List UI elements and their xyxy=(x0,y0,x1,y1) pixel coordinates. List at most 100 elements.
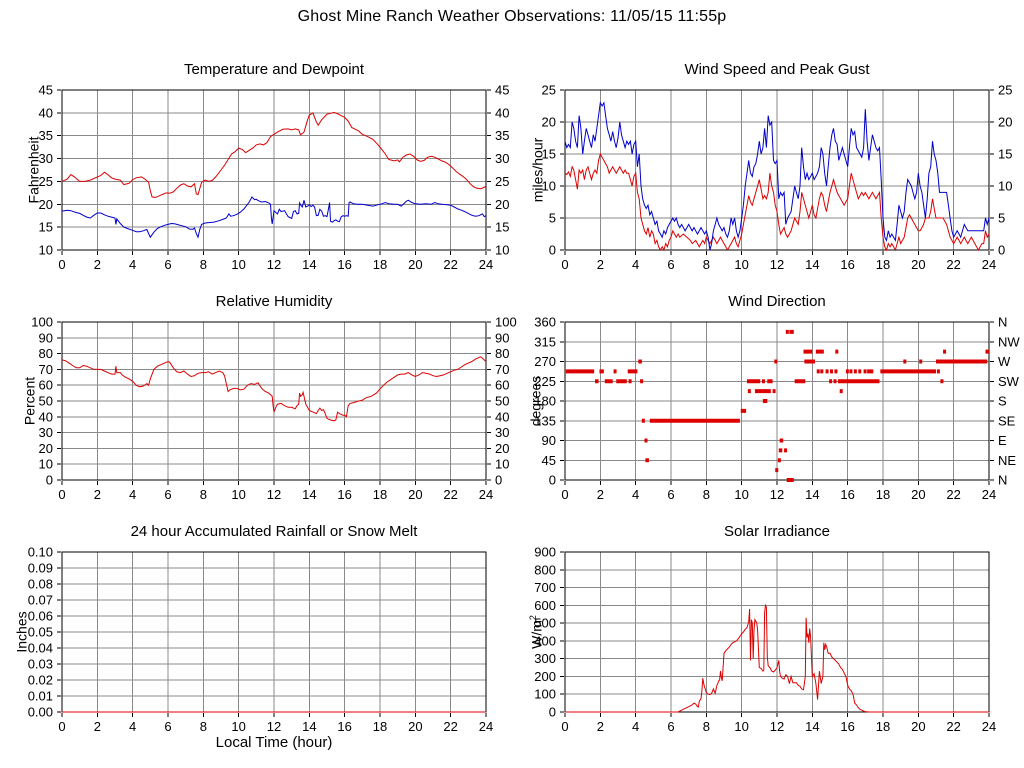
relative-humidity-xtick-label: 8 xyxy=(200,487,207,502)
relative-humidity-ticks xyxy=(57,321,491,485)
temperature-dewpoint-xtick-label: 8 xyxy=(200,257,207,272)
chart-wind-speed-peak-gust: 25 25 20 20 15 15 10 10 5 5 0 0 0 2 4 6 8 10 12 14 16 18 20 22 2… xyxy=(503,50,1024,282)
rainfall-title: 24 hour Accumulated Rainfall or Snow Mel… xyxy=(130,523,418,540)
relative-humidity-right-tick-label: 20 xyxy=(495,441,509,456)
wind-direction-xtick-label: 14 xyxy=(805,487,819,502)
temperature-dewpoint-xtick-label: 4 xyxy=(129,257,136,272)
wind-speed-peak-gust-right-tick-label: 15 xyxy=(998,147,1012,162)
rainfall-xtick-label: 18 xyxy=(373,719,387,734)
temperature-dewpoint-ytick-label: 35 xyxy=(39,128,53,143)
relative-humidity-plot-area xyxy=(61,321,487,481)
relative-humidity-xtick-label: 2 xyxy=(94,487,101,502)
temperature-dewpoint-ytick-label: 15 xyxy=(39,220,53,235)
temperature-dewpoint-xtick-label: 22 xyxy=(443,257,457,272)
temperature-dewpoint-plot-area xyxy=(61,89,487,251)
wind-direction-xtick-label: 8 xyxy=(703,487,710,502)
wind-speed-peak-gust-right-tick-label: 0 xyxy=(998,243,1005,258)
relative-humidity-right-tick-label: 30 xyxy=(495,425,509,440)
solar-irradiance-ytick-label: 100 xyxy=(534,687,556,702)
solar-irradiance-ytick-label: 200 xyxy=(534,669,556,684)
wind-direction-wind-direction-markers xyxy=(565,329,989,482)
wind-direction-plot-area xyxy=(564,321,990,481)
temperature-dewpoint-xtick-label: 0 xyxy=(58,257,65,272)
wind-direction-ytick-label: 45 xyxy=(542,453,556,468)
rainfall-xtick-label: 6 xyxy=(164,719,171,734)
relative-humidity-xtick-label: 18 xyxy=(373,487,387,502)
wind-direction-xtick-label: 10 xyxy=(734,487,748,502)
relative-humidity-right-tick-label: 60 xyxy=(495,378,509,393)
relative-humidity-title: Relative Humidity xyxy=(215,293,333,310)
wind-direction-grid xyxy=(565,322,989,480)
wind-speed-peak-gust-ytick-label: 0 xyxy=(549,243,556,258)
wind-speed-peak-gust-right-tick-label: 5 xyxy=(998,211,1005,226)
relative-humidity-ytick-label: 70 xyxy=(39,362,53,377)
solar-irradiance-ytick-label: 800 xyxy=(534,562,556,577)
wind-speed-peak-gust-ytick-label: 20 xyxy=(542,115,556,130)
wind-direction-ytick-label: 360 xyxy=(534,315,556,330)
chart-wind-direction: 360 N 315 NW 270 W 225 SW 180 S 135 SE 90 E 45 NE 0 N 0 2 4 6… xyxy=(503,282,1024,514)
wind-speed-peak-gust-peak-gust-line xyxy=(564,101,990,251)
temperature-dewpoint-ytick-label: 30 xyxy=(39,151,53,166)
relative-humidity-xtick-label: 4 xyxy=(129,487,136,502)
temperature-dewpoint-right-tick-label: 35 xyxy=(495,128,509,143)
wind-speed-peak-gust-right-tick-label: 20 xyxy=(998,115,1012,130)
wind-direction-xtick-label: 22 xyxy=(946,487,960,502)
rainfall-tick-labels: 0.100.090.080.070.060.050.040.030.020.01… xyxy=(28,545,494,735)
wind-direction-xtick-label: 20 xyxy=(911,487,925,502)
temperature-dewpoint-right-tick-label: 15 xyxy=(495,220,509,235)
wind-speed-peak-gust-ytick-label: 15 xyxy=(542,147,556,162)
rainfall-xtick-label: 4 xyxy=(129,719,136,734)
rainfall-xtick-label: 24 xyxy=(479,719,493,734)
solar-irradiance-xtick-label: 6 xyxy=(667,719,674,734)
temperature-dewpoint-right-tick-label: 45 xyxy=(495,83,509,98)
relative-humidity-ytick-label: 10 xyxy=(39,457,53,472)
temperature-dewpoint-right-tick-label: 25 xyxy=(495,174,509,189)
chart-rainfall: 0.10 0.09 0.08 0.07 0.06 0.05 0.04 0.03 0.02 0.01… xyxy=(0,512,521,762)
relative-humidity-xtick-label: 12 xyxy=(267,487,281,502)
local-time-axis-label: Local Time (hour) xyxy=(215,734,333,751)
relative-humidity-right-tick-label: 0 xyxy=(495,473,502,488)
rainfall-ytick-label: 0.07 xyxy=(28,593,53,608)
relative-humidity-humidity-line xyxy=(61,356,487,422)
temperature-dewpoint-dewpoint-line xyxy=(61,196,487,239)
temperature-dewpoint-grid xyxy=(62,90,486,250)
wind-speed-peak-gust-right-tick-label: 10 xyxy=(998,179,1012,194)
temperature-dewpoint-ytick-label: 20 xyxy=(39,197,53,212)
relative-humidity-xtick-label: 14 xyxy=(302,487,316,502)
wind-direction-ytick-label: 90 xyxy=(542,433,556,448)
wind-direction-xtick-label: 4 xyxy=(632,487,639,502)
solar-irradiance-xtick-label: 8 xyxy=(703,719,710,734)
temperature-dewpoint-right-tick-label: 10 xyxy=(495,243,509,258)
wind-speed-peak-gust-ticks xyxy=(560,89,994,255)
solar-irradiance-xtick-label: 4 xyxy=(632,719,639,734)
temperature-dewpoint-temperature-line xyxy=(61,111,487,198)
relative-humidity-right-tick-label: 70 xyxy=(495,362,509,377)
relative-humidity-ytick-label: 100 xyxy=(31,315,53,330)
rainfall-xtick-label: 16 xyxy=(337,719,351,734)
relative-humidity-right-tick-label: 10 xyxy=(495,457,509,472)
chart-solar-irradiance: 900 800 700 600 500 400 300 200 100 0 0 2 4 6 8 10 12 14 1… xyxy=(503,512,1024,762)
rainfall-xtick-label: 10 xyxy=(231,719,245,734)
solar-irradiance-xtick-label: 24 xyxy=(982,719,996,734)
relative-humidity-xtick-label: 20 xyxy=(408,487,422,502)
solar-irradiance-ticks xyxy=(560,551,990,717)
wind-direction-title: Wind Direction xyxy=(728,293,826,310)
wind-speed-peak-gust-title: Wind Speed and Peak Gust xyxy=(684,61,870,78)
temperature-dewpoint-xtick-label: 12 xyxy=(267,257,281,272)
wind-speed-peak-gust-ytick-label: 10 xyxy=(542,179,556,194)
wind-direction-right-tick-label: S xyxy=(998,394,1007,409)
solar-irradiance-xtick-label: 12 xyxy=(770,719,784,734)
rainfall-xtick-label: 12 xyxy=(267,719,281,734)
relative-humidity-ytick-label: 90 xyxy=(39,330,53,345)
solar-irradiance-xtick-label: 18 xyxy=(876,719,890,734)
relative-humidity-ytick-label: 50 xyxy=(39,394,53,409)
wind-direction-ytick-label: 270 xyxy=(534,354,556,369)
wind-direction-right-tick-label: SE xyxy=(998,413,1016,428)
wind-direction-ytick-label: 180 xyxy=(534,394,556,409)
wind-direction-ytick-label: 315 xyxy=(534,334,556,349)
